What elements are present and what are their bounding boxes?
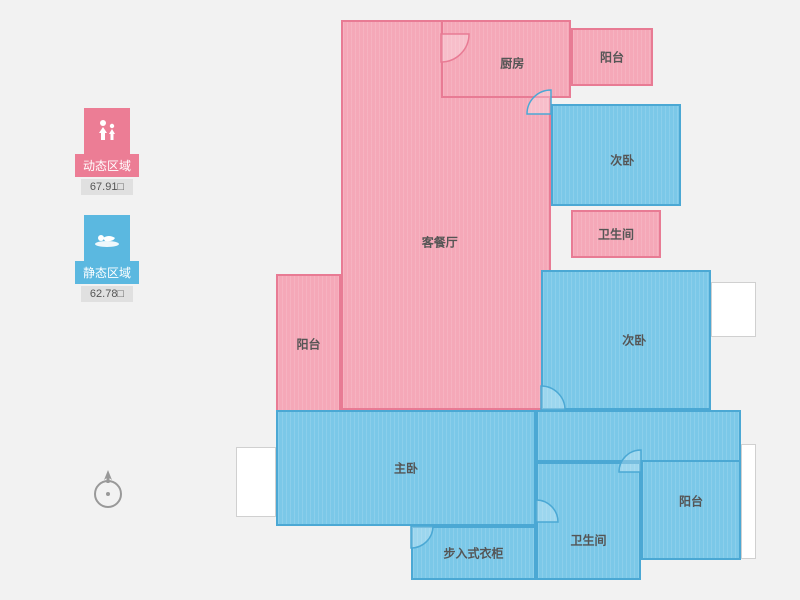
room-label-balc-br: 阳台	[679, 493, 703, 510]
room-label-kitchen: 厨房	[500, 54, 524, 71]
legend-static-title: 静态区域	[75, 261, 139, 284]
room-sec-br2: 次卧	[541, 270, 711, 410]
room-label-sec-br2: 次卧	[622, 332, 646, 349]
room-balc-left: 阳台	[276, 274, 341, 414]
legend-static-icon-box	[84, 215, 130, 261]
legend-dynamic-value: 67.91□	[81, 179, 133, 195]
room-label-bath1: 卫生间	[598, 226, 634, 243]
legend-dynamic-title: 动态区域	[75, 154, 139, 177]
room-label-sec-br1: 次卧	[610, 151, 634, 168]
room-walkin: 步入式衣柜	[411, 526, 536, 580]
floor-plan: 客餐厅厨房阳台阳台次卧卫生间次卧主卧步入式衣柜卫生间阳台	[236, 12, 756, 590]
legend-static: 静态区域 62.78□	[72, 215, 142, 302]
people-icon	[94, 118, 120, 144]
compass-icon	[90, 468, 126, 512]
room-label-living: 客餐厅	[422, 234, 458, 251]
legend-static-value: 62.78□	[81, 286, 133, 302]
room-bath2: 卫生间	[536, 462, 641, 580]
room-label-walkin: 步入式衣柜	[443, 545, 503, 562]
exterior-slab	[236, 447, 276, 517]
room-hall	[536, 410, 741, 462]
room-sec-br1: 次卧	[551, 104, 681, 206]
room-label-balc-left: 阳台	[296, 336, 320, 353]
exterior-slab	[741, 444, 756, 559]
exterior-slab	[711, 282, 756, 337]
room-label-bath2: 卫生间	[570, 532, 606, 549]
room-label-balc-top: 阳台	[600, 49, 624, 66]
room-bath1: 卫生间	[571, 210, 661, 258]
legend-dynamic-icon-box	[84, 108, 130, 154]
legend: 动态区域 67.91□ 静态区域 62.78□	[72, 108, 142, 322]
sleep-icon	[93, 228, 121, 248]
legend-dynamic: 动态区域 67.91□	[72, 108, 142, 195]
room-master: 主卧	[276, 410, 536, 526]
room-label-master: 主卧	[394, 460, 418, 477]
room-balc-top: 阳台	[571, 28, 653, 86]
room-kitchen: 厨房	[441, 20, 571, 98]
